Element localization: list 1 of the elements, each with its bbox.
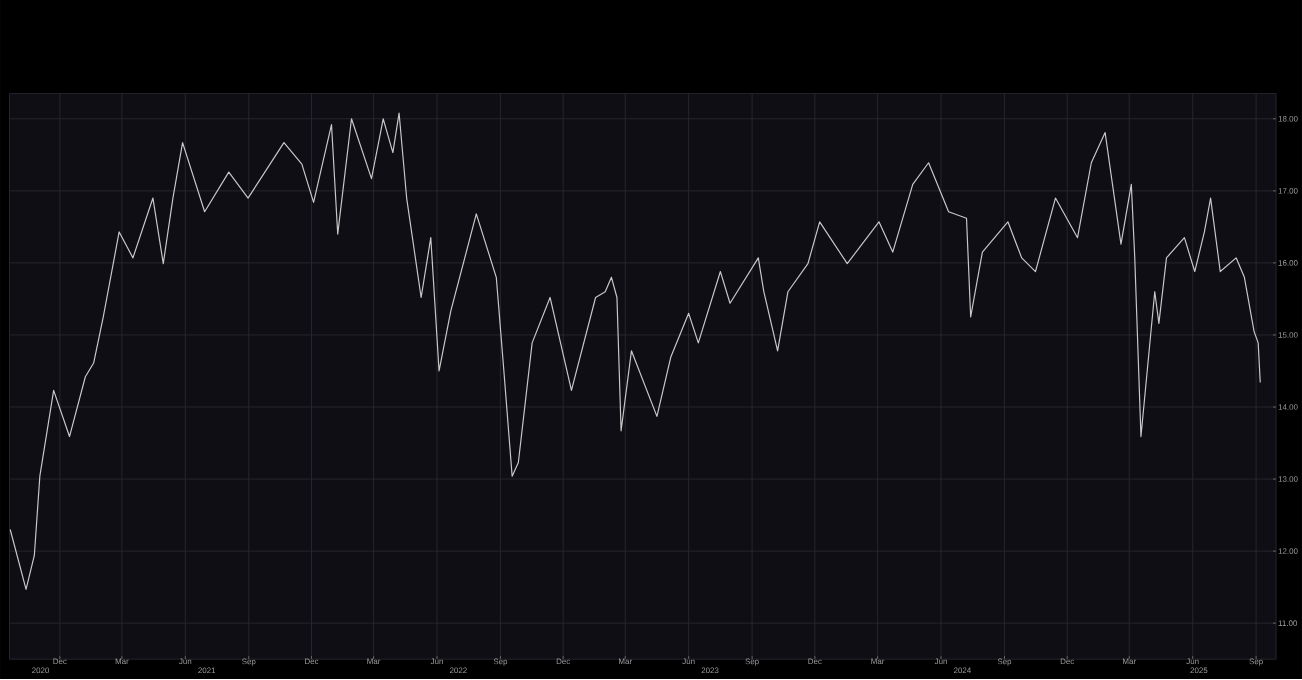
line-series: [9, 112, 1261, 591]
